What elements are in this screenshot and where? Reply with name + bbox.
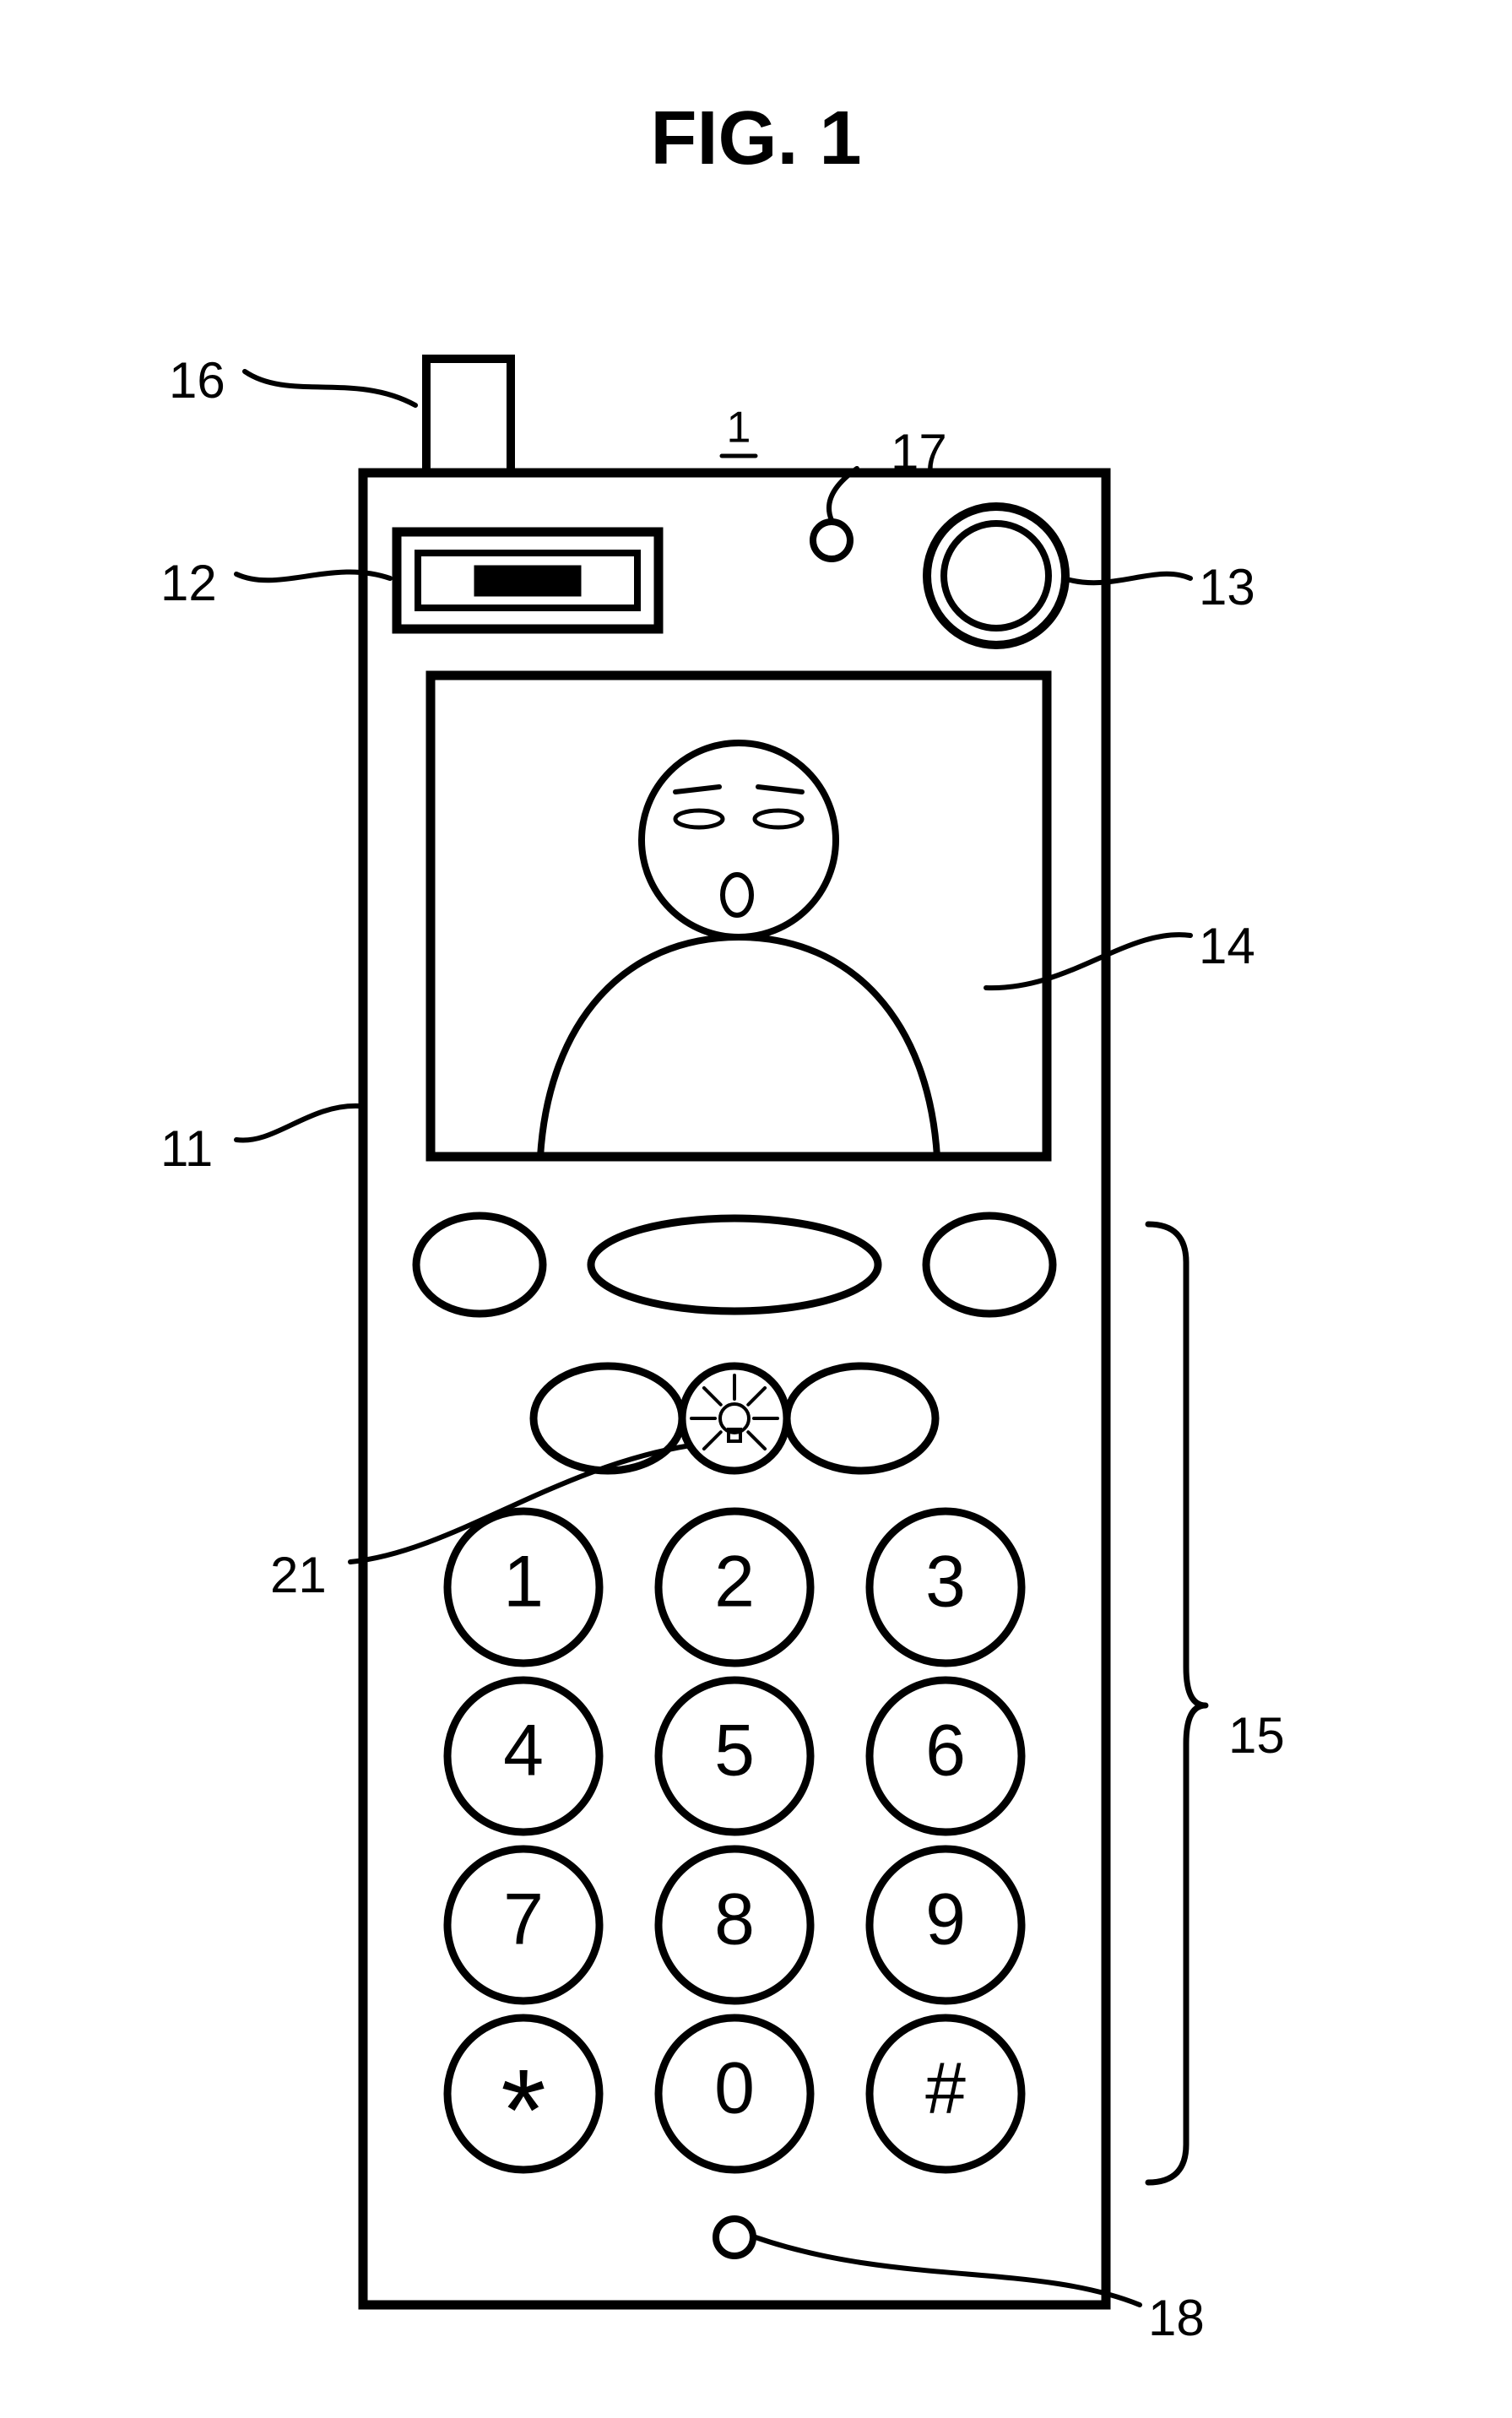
light-key-21[interactable] bbox=[682, 1366, 787, 1471]
ref-number: 16 bbox=[169, 352, 225, 409]
phone-device: 1 1 2 3 4 5 6 7 8 9 * 0 # bbox=[363, 359, 1106, 2305]
nav-key-right[interactable] bbox=[926, 1216, 1053, 1314]
lbl-16: 16 bbox=[169, 352, 415, 409]
fn-key-left[interactable] bbox=[534, 1366, 682, 1471]
device-label: 1 bbox=[727, 404, 751, 453]
nav-row bbox=[416, 1216, 1053, 1314]
figure-svg: FIG. 11123456789*0#161217131411211518 bbox=[0, 0, 1512, 2418]
lead-line bbox=[986, 935, 1190, 988]
display-14 bbox=[431, 675, 1047, 1157]
keypad-15: 1 2 3 4 5 6 7 8 9 * 0 # bbox=[447, 1511, 1022, 2176]
key-8[interactable]: 8 bbox=[658, 1849, 810, 2001]
nav-key-center[interactable] bbox=[591, 1218, 878, 1311]
key-label: 6 bbox=[925, 1710, 966, 1792]
lbl-13: 13 bbox=[1064, 559, 1255, 615]
key-label: 1 bbox=[503, 1542, 544, 1623]
key-*[interactable]: * bbox=[447, 2018, 599, 2176]
brace bbox=[1148, 1224, 1206, 2182]
ref-number: 14 bbox=[1199, 918, 1255, 974]
speaker-12 bbox=[397, 532, 658, 629]
key-1[interactable]: 1 bbox=[447, 1511, 599, 1663]
nav-key-left[interactable] bbox=[416, 1216, 543, 1314]
function-row bbox=[534, 1366, 935, 1471]
antenna-16 bbox=[426, 359, 511, 473]
key-6[interactable]: 6 bbox=[870, 1680, 1022, 1832]
key-2[interactable]: 2 bbox=[658, 1511, 810, 1663]
lbl-12: 12 bbox=[160, 555, 390, 611]
key-label: 9 bbox=[925, 1879, 966, 1960]
led-17 bbox=[813, 522, 850, 559]
key-5[interactable]: 5 bbox=[658, 1680, 810, 1832]
lead-line bbox=[1064, 574, 1190, 583]
ref-number: 11 bbox=[160, 1120, 213, 1177]
mic-18 bbox=[716, 2219, 753, 2256]
ref-number: 12 bbox=[160, 555, 217, 611]
lead-line bbox=[236, 1106, 359, 1141]
key-label: 0 bbox=[714, 2048, 755, 2129]
key-label: # bbox=[925, 2048, 966, 2129]
key-label: 8 bbox=[714, 1879, 755, 1960]
lbl-14: 14 bbox=[986, 918, 1255, 988]
ref-number: 15 bbox=[1228, 1707, 1285, 1764]
key-label: 7 bbox=[503, 1879, 544, 1960]
lead-line bbox=[756, 2237, 1140, 2305]
key-label: 4 bbox=[503, 1710, 544, 1792]
lbl-11: 11 bbox=[160, 1106, 359, 1177]
fn-key-right[interactable] bbox=[787, 1366, 935, 1471]
camera-13 bbox=[927, 507, 1065, 645]
ref-number: 17 bbox=[891, 424, 947, 480]
lbl-15: 15 bbox=[1148, 1224, 1285, 2182]
key-label: 3 bbox=[925, 1542, 966, 1623]
key-4[interactable]: 4 bbox=[447, 1680, 599, 1832]
key-7[interactable]: 7 bbox=[447, 1849, 599, 2001]
ref-number: 18 bbox=[1148, 2290, 1205, 2346]
labels-layer: 161217131411211518 bbox=[160, 352, 1285, 2346]
key-3[interactable]: 3 bbox=[870, 1511, 1022, 1663]
key-label: 5 bbox=[714, 1710, 755, 1792]
lbl-18: 18 bbox=[756, 2237, 1205, 2346]
ref-number: 21 bbox=[270, 1547, 327, 1603]
ref-number: 13 bbox=[1199, 559, 1255, 615]
key-#[interactable]: # bbox=[870, 2018, 1022, 2170]
figure-title: FIG. 1 bbox=[650, 96, 861, 181]
key-label: 2 bbox=[714, 1542, 755, 1623]
key-label: * bbox=[501, 2046, 546, 2176]
key-0[interactable]: 0 bbox=[658, 2018, 810, 2170]
lead-line bbox=[245, 371, 415, 405]
key-9[interactable]: 9 bbox=[870, 1849, 1022, 2001]
